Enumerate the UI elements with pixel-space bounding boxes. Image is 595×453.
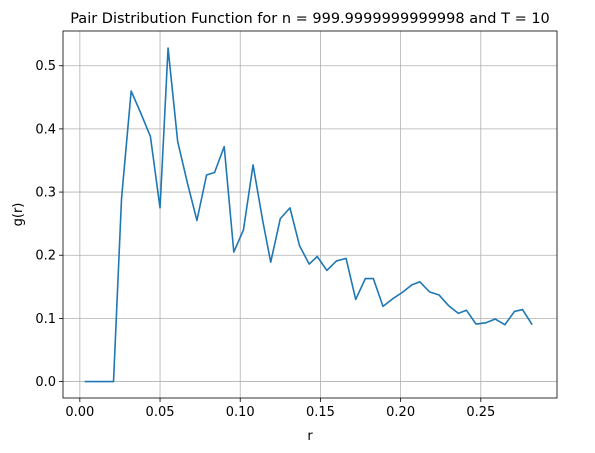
chart-title: Pair Distribution Function for n = 999.9…: [70, 11, 550, 27]
x-tick-label: 0.05: [146, 405, 175, 420]
plot-frame: [62, 30, 558, 399]
ticks: 0.00 0.05 0.10 0.15 0.20 0.25 0.0 0.1 0.2 0.3 0.4 0…: [35, 59, 495, 420]
x-tick-label: 0.10: [226, 405, 255, 420]
y-tick-label: 0.3: [35, 186, 56, 201]
y-axis-label: g(r): [11, 203, 26, 227]
y-tick-label: 0.2: [35, 249, 56, 264]
y-tick-label: 0.5: [35, 59, 56, 74]
series-line: [84, 47, 533, 383]
y-tick-label: 0.1: [35, 312, 56, 327]
x-tick-label: 0.20: [386, 405, 415, 420]
y-tick-label: 0.4: [35, 122, 56, 137]
x-axis-label: r: [307, 429, 313, 444]
x-tick-label: 0.25: [466, 405, 495, 420]
series-layer: [84, 47, 533, 383]
x-tick-label: 0.15: [306, 405, 335, 420]
y-tick-label: 0.0: [35, 375, 56, 390]
x-tick-label: 0.00: [65, 405, 94, 420]
grid: [63, 31, 557, 398]
